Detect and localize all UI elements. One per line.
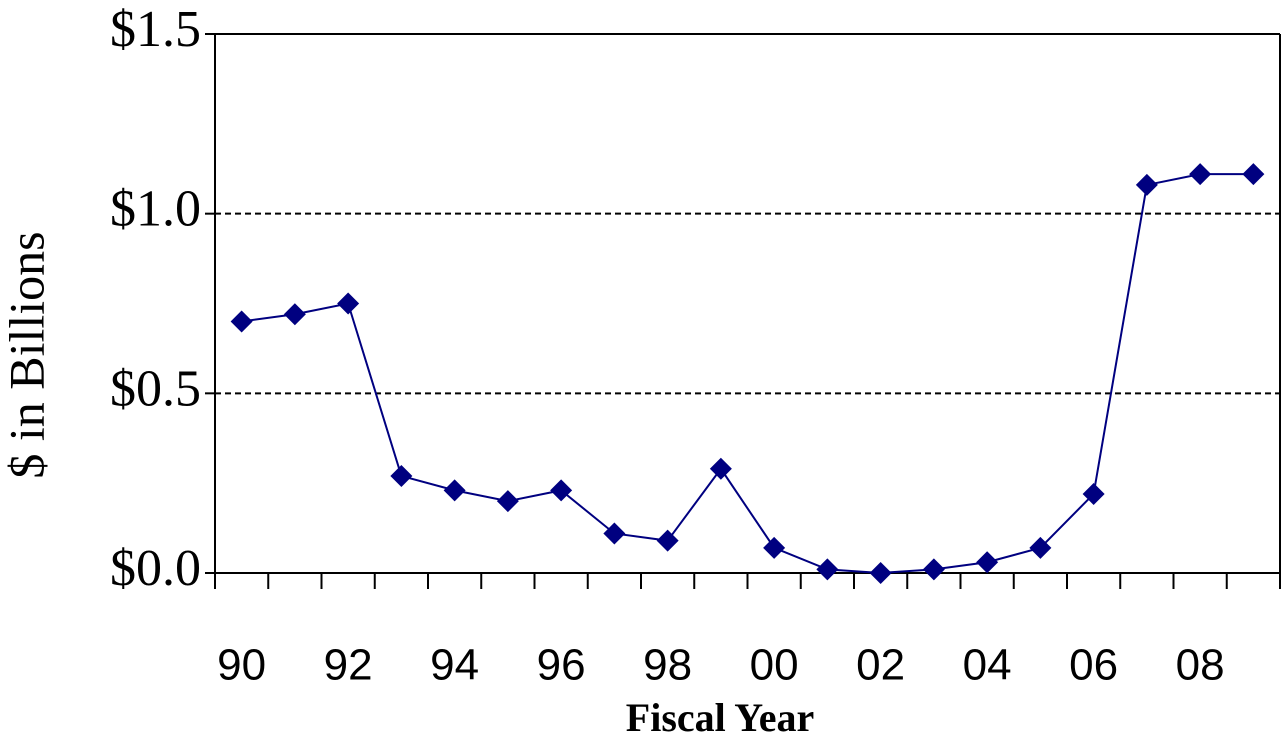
x-tick-label: 08 [1176,641,1225,690]
x-tick-label: 04 [963,641,1012,690]
marker [337,292,360,315]
y-tick-label: $0.5 [110,360,201,417]
y-tick-label: $1.0 [110,181,201,238]
marker [603,522,626,545]
marker [1029,536,1052,559]
marker [976,551,999,574]
marker [1189,163,1212,186]
marker [816,558,839,581]
marker [763,536,786,559]
marker [496,490,519,513]
marker [1082,482,1105,505]
marker [656,529,679,552]
x-tick-label: 90 [217,641,266,690]
x-tick-label: 02 [856,641,905,690]
x-axis-label: Fiscal Year [626,695,814,740]
marker [443,479,466,502]
marker [1242,163,1265,186]
y-tick-label: $1.5 [110,1,201,58]
x-tick-label: 00 [750,641,799,690]
x-tick-label: 94 [430,641,479,690]
x-tick-label: 98 [643,641,692,690]
y-tick-label: $0.0 [110,540,201,597]
marker [390,464,413,487]
x-tick-label: 06 [1069,641,1118,690]
marker [283,303,306,326]
y-axis-label: $ in Billions [0,231,54,478]
line [241,173,1254,575]
x-tick-label: 96 [537,641,586,690]
marker [922,558,945,581]
marker [230,310,253,333]
x-tick-label: 92 [324,641,373,690]
marker [869,562,892,584]
marker [1135,173,1158,196]
marker [709,457,732,480]
marker [550,479,573,502]
